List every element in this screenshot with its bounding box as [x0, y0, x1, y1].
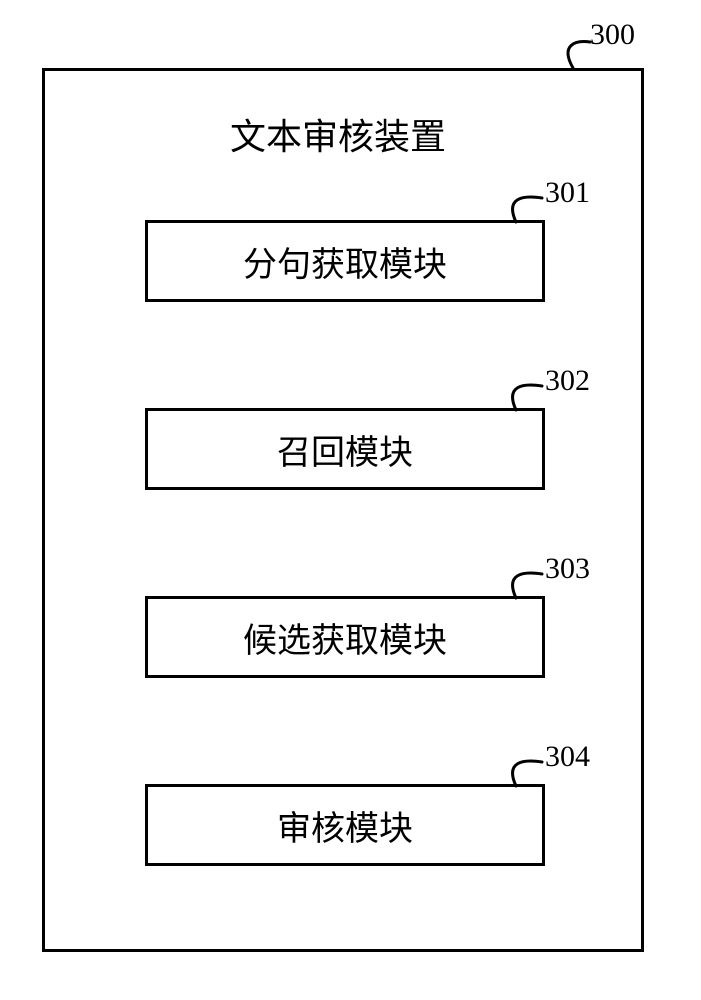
- module-leader-301: [500, 190, 547, 227]
- module-ref-303: 303: [545, 552, 590, 586]
- module-ref-301: 301: [545, 176, 590, 210]
- module-label-302: 召回模块: [277, 425, 413, 474]
- diagram-canvas: 文本审核装置 300 分句获取模块 301 召回模块 302 候选获取模块 30…: [0, 0, 701, 1000]
- module-leader-302: [500, 378, 547, 415]
- device-ref-number: 300: [590, 18, 635, 52]
- module-ref-304: 304: [545, 740, 590, 774]
- module-leader-303: [500, 566, 547, 603]
- module-box-304: 审核模块: [145, 784, 545, 866]
- module-label-303: 候选获取模块: [243, 613, 447, 662]
- module-leader-304: [500, 754, 547, 791]
- module-box-302: 召回模块: [145, 408, 545, 490]
- module-box-301: 分句获取模块: [145, 220, 545, 302]
- module-label-304: 审核模块: [277, 801, 413, 850]
- module-label-301: 分句获取模块: [243, 237, 447, 286]
- module-box-303: 候选获取模块: [145, 596, 545, 678]
- module-ref-302: 302: [545, 364, 590, 398]
- device-leader-line: [555, 35, 595, 73]
- device-title: 文本审核装置: [230, 108, 446, 160]
